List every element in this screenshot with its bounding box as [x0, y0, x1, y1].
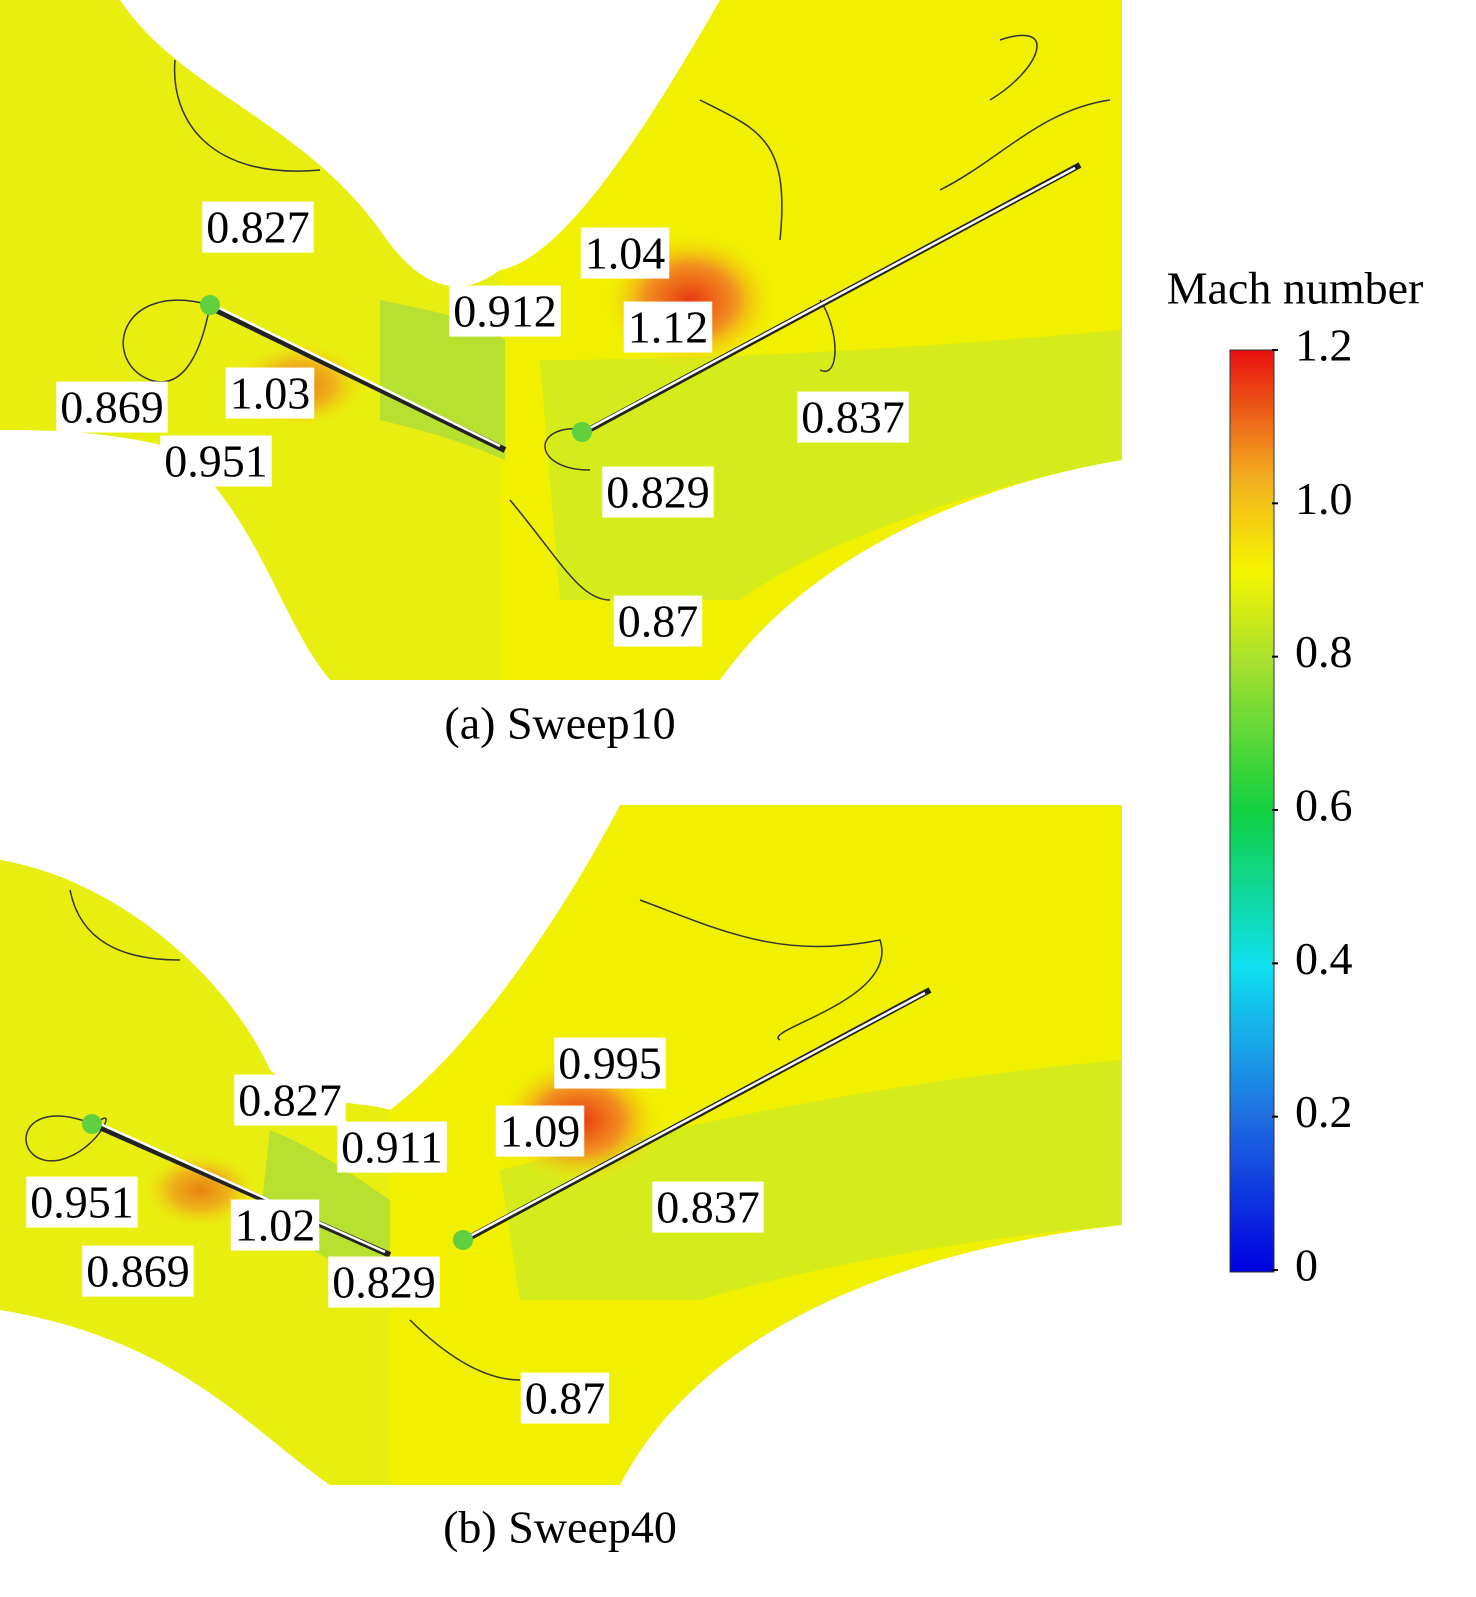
label-background [82, 1245, 194, 1297]
label-background [337, 1121, 447, 1173]
contour-label: 1.04 [580, 227, 670, 279]
colorbar-tick-label: 0.6 [1295, 780, 1353, 831]
contour-label-text: 0.829 [332, 1257, 436, 1308]
colorbar-tick-label: 0 [1295, 1240, 1318, 1291]
contour-label: 0.87 [520, 1372, 610, 1424]
contour-label-text: 0.911 [341, 1122, 443, 1173]
contour-label: 0.912 [449, 285, 561, 337]
contour-label-text: 0.951 [164, 436, 268, 487]
label-background [230, 1199, 320, 1251]
contour-label-text: 1.09 [500, 1106, 581, 1157]
label-background [160, 435, 272, 487]
contour-label-text: 0.87 [618, 596, 699, 647]
colorbar [1229, 349, 1275, 1273]
contour-label: 1.12 [623, 301, 713, 353]
label-background [449, 285, 561, 337]
contour-label-text: 0.869 [86, 1246, 190, 1297]
colorbar-tick-label: 1.0 [1295, 473, 1353, 524]
contour-label: 0.827 [202, 201, 314, 253]
label-background [495, 1105, 585, 1157]
contour-label: 0.829 [602, 466, 714, 518]
contour-label-text: 0.837 [801, 392, 905, 443]
panel-caption: (b) Sweep40 [443, 1502, 677, 1553]
contour-label-text: 0.87 [525, 1373, 606, 1424]
contour-label-text: 0.869 [60, 382, 164, 433]
label-background [520, 1372, 610, 1424]
contour-label: 0.951 [26, 1176, 138, 1228]
panel-caption: (a) Sweep10 [444, 698, 675, 749]
label-background [613, 595, 703, 647]
label-background [797, 391, 909, 443]
label-background [328, 1256, 440, 1308]
colorbar-tick-label: 0.2 [1295, 1086, 1353, 1137]
contour-label: 0.827 [234, 1074, 346, 1126]
contour-label-text: 1.04 [585, 228, 666, 279]
contour-label: 0.837 [797, 391, 909, 443]
label-background [623, 301, 713, 353]
contour-label: 0.869 [56, 381, 168, 433]
contour-label: 0.869 [82, 1245, 194, 1297]
colorbar-tick-label: 0.4 [1295, 933, 1353, 984]
contour-label-text: 1.02 [235, 1200, 316, 1251]
label-background [234, 1074, 346, 1126]
colorbar-tick-label: 0.8 [1295, 626, 1353, 677]
contour-label-text: 0.837 [656, 1182, 760, 1233]
colorbar-title: Mach number [1167, 263, 1424, 314]
label-background [26, 1176, 138, 1228]
label-background [225, 367, 315, 419]
contour-label: 1.02 [230, 1199, 320, 1251]
contour-label-text: 1.12 [628, 302, 709, 353]
label-background [602, 466, 714, 518]
contour-label-text: 0.827 [206, 202, 310, 253]
label-background [652, 1181, 764, 1233]
contour-label-text: 0.995 [558, 1038, 662, 1089]
flow-field-a [0, 0, 1122, 680]
contour-label-text: 0.912 [453, 286, 557, 337]
contour-label-text: 0.829 [606, 467, 710, 518]
contour-label: 0.87 [613, 595, 703, 647]
contour-label-text: 0.951 [30, 1177, 134, 1228]
label-background [202, 201, 314, 253]
contour-label: 0.995 [554, 1037, 666, 1089]
contour-label: 0.951 [160, 435, 272, 487]
contour-label-text: 1.03 [230, 368, 311, 419]
contour-label: 1.09 [495, 1105, 585, 1157]
contour-label: 0.837 [652, 1181, 764, 1233]
contour-label: 0.829 [328, 1256, 440, 1308]
contour-label: 0.911 [337, 1121, 447, 1173]
contour-label: 1.03 [225, 367, 315, 419]
flow-field-b [0, 805, 1122, 1485]
colorbar-tick-label: 1.2 [1295, 320, 1353, 371]
label-background [554, 1037, 666, 1089]
contour-label-text: 0.827 [238, 1075, 342, 1126]
label-background [56, 381, 168, 433]
label-background [580, 227, 670, 279]
labels: 0.827 1.04 0.912 1.12 0.869 1.03 0.951 0.837 0.8… [26, 201, 909, 1424]
